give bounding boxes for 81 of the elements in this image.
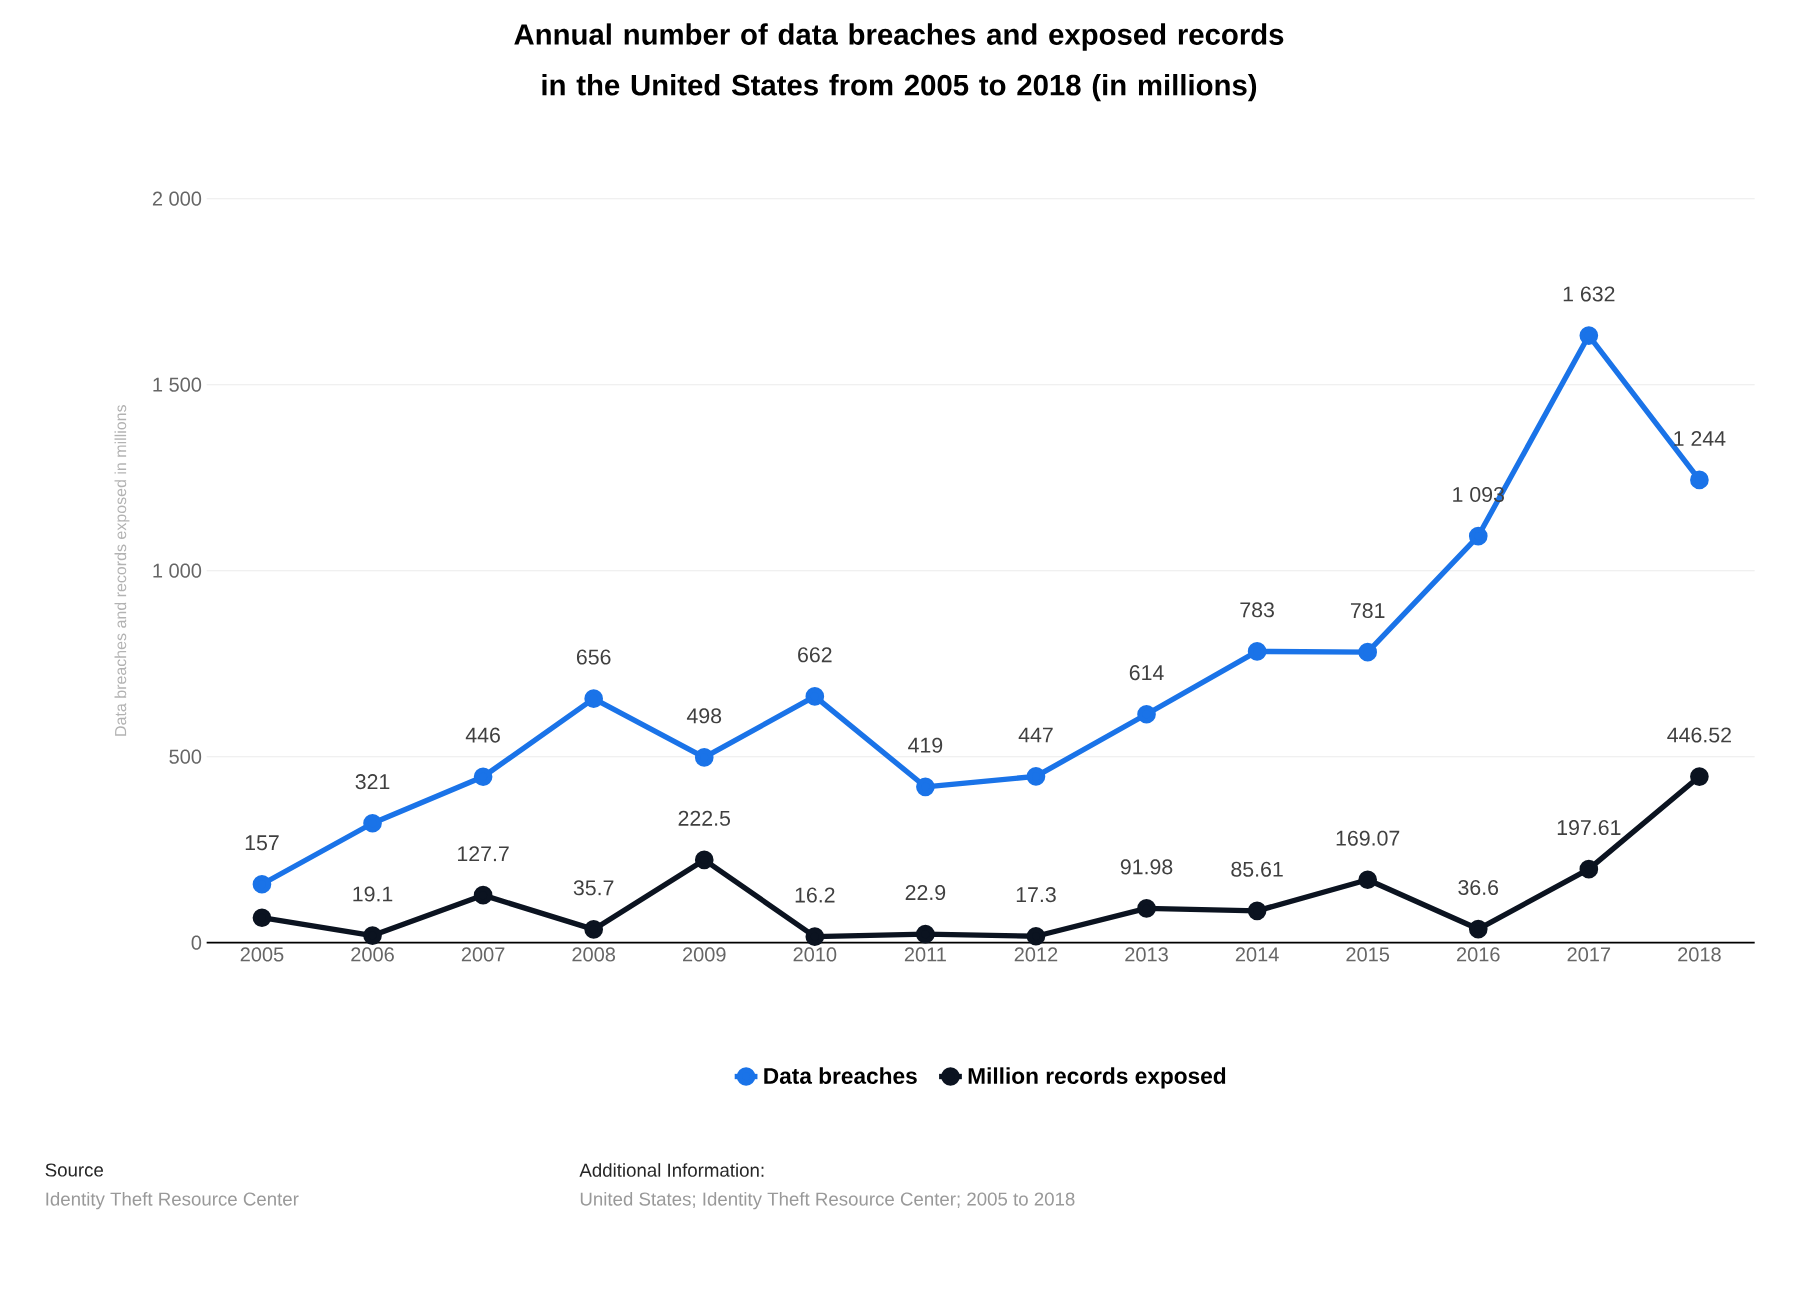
data-label: 419 — [908, 737, 943, 753]
data-label: 197.61 — [1557, 820, 1621, 836]
data-label: 1 244 — [1674, 430, 1726, 446]
data-label: 36.6 — [1458, 879, 1499, 896]
point — [473, 767, 493, 787]
point — [363, 926, 382, 945]
point — [584, 689, 604, 708]
point — [805, 687, 825, 706]
data-label: 157 — [245, 835, 279, 851]
data-label: 35.7 — [573, 880, 614, 896]
point — [1358, 870, 1378, 890]
point — [252, 874, 272, 894]
chart-title: Annual number of data breaches and exposed records in the United States from 2005 to 2018 (in millions) — [514, 23, 1284, 102]
point — [1137, 899, 1156, 918]
data-label: 91.98 — [1120, 859, 1173, 875]
legend-label: Data breaches — [764, 1067, 917, 1084]
point — [473, 885, 493, 905]
data-label: 1 632 — [1563, 286, 1615, 302]
point — [805, 927, 825, 946]
point — [916, 777, 935, 797]
point — [1137, 704, 1156, 724]
data-label: 662 — [798, 647, 832, 663]
x-tick-label: 2017 — [1567, 947, 1611, 962]
x-tick-label: 2009 — [683, 947, 726, 962]
point — [694, 748, 714, 767]
data-label: 656 — [576, 649, 611, 665]
point — [1579, 859, 1599, 879]
x-tick-label: 2005 — [240, 947, 284, 962]
data-label: 85.61 — [1231, 861, 1283, 877]
data-label: 783 — [1240, 602, 1274, 618]
data-label: 19.1 — [353, 886, 393, 902]
data-label: 127.7 — [458, 846, 509, 862]
data-label: 321 — [355, 774, 390, 790]
x-tick-label: 2006 — [351, 947, 394, 962]
point — [1026, 767, 1046, 786]
x-tick-label: 2011 — [904, 947, 946, 962]
data-label: 17.3 — [1016, 887, 1056, 903]
data-label: 16.2 — [795, 887, 835, 903]
data-label: 781 — [1350, 602, 1385, 619]
data-label: 446.52 — [1667, 727, 1731, 743]
point — [1690, 767, 1709, 786]
point — [363, 813, 382, 833]
y-tick-label: 1 000 — [153, 563, 202, 578]
x-tick-label: 2014 — [1235, 947, 1279, 962]
x-tick-label: 2008 — [572, 947, 616, 962]
text: Source — [45, 1163, 104, 1177]
point — [252, 908, 272, 928]
x-tick-label: 2010 — [793, 947, 837, 962]
point — [1468, 919, 1488, 939]
data-label: 222.5 — [678, 810, 731, 826]
text: Additional Information: — [579, 1163, 764, 1177]
text: United States; Identity Theft Resource Center; 2005 to 2018 — [580, 1191, 1075, 1210]
data-label: 446 — [465, 727, 500, 743]
point — [694, 850, 714, 870]
x-tick-label: 2007 — [461, 947, 505, 962]
y-axis-title: Data breaches and records exposed in millions — [114, 405, 130, 736]
x-tick-label: 2015 — [1346, 947, 1390, 962]
point — [1247, 642, 1267, 661]
data-label: 22.9 — [905, 885, 946, 901]
point — [1579, 326, 1599, 345]
y-tick-label: 1 500 — [153, 377, 202, 392]
y-tick-label: 0 — [191, 935, 202, 950]
legend-label: Million records exposed — [968, 1067, 1226, 1089]
x-tick-label: 2016 — [1457, 947, 1500, 962]
point — [1358, 642, 1378, 662]
data-label: 447 — [1018, 727, 1053, 743]
x-tick-label: 2013 — [1125, 947, 1168, 962]
data-label: 614 — [1129, 665, 1164, 681]
text: Identity Theft Resource Center — [46, 1191, 299, 1210]
x-tick-label: 2018 — [1678, 947, 1721, 962]
point — [916, 924, 935, 944]
point — [1468, 526, 1488, 546]
point — [1247, 901, 1267, 921]
point — [584, 920, 604, 939]
point — [1690, 470, 1709, 490]
data-label: 169.07 — [1336, 830, 1400, 846]
y-tick-label: 500 — [169, 749, 202, 764]
y-tick-label: 2 000 — [152, 191, 202, 206]
point — [1026, 926, 1046, 946]
x-tick-label: 2012 — [1014, 947, 1058, 962]
data-label: 498 — [686, 708, 722, 724]
